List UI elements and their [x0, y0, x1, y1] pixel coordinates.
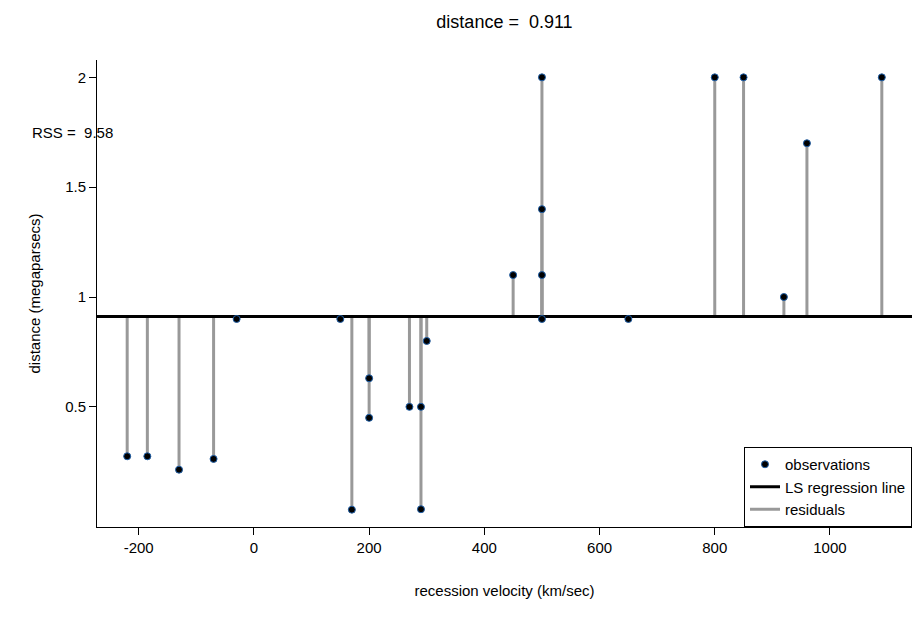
svg-text:1: 1: [78, 288, 86, 305]
svg-text:distance (megaparsecs): distance (megaparsecs): [26, 213, 43, 373]
svg-text:residuals: residuals: [785, 501, 845, 518]
svg-text:-200: -200: [124, 539, 154, 556]
svg-text:distance = 0.911: distance = 0.911: [436, 12, 572, 32]
svg-text:800: 800: [702, 539, 727, 556]
svg-text:1000: 1000: [813, 539, 846, 556]
svg-text:observations: observations: [785, 456, 870, 473]
svg-text:recession velocity (km/sec): recession velocity (km/sec): [414, 582, 594, 599]
svg-text:600: 600: [587, 539, 612, 556]
svg-text:1.5: 1.5: [65, 178, 86, 195]
svg-text:0.5: 0.5: [65, 398, 86, 415]
svg-text:LS regression line: LS regression line: [785, 479, 905, 496]
svg-text:2: 2: [78, 69, 86, 86]
svg-text:200: 200: [357, 539, 382, 556]
svg-text:0: 0: [250, 539, 258, 556]
svg-text:400: 400: [472, 539, 497, 556]
svg-text:RSS = 9.58: RSS = 9.58: [32, 124, 113, 141]
